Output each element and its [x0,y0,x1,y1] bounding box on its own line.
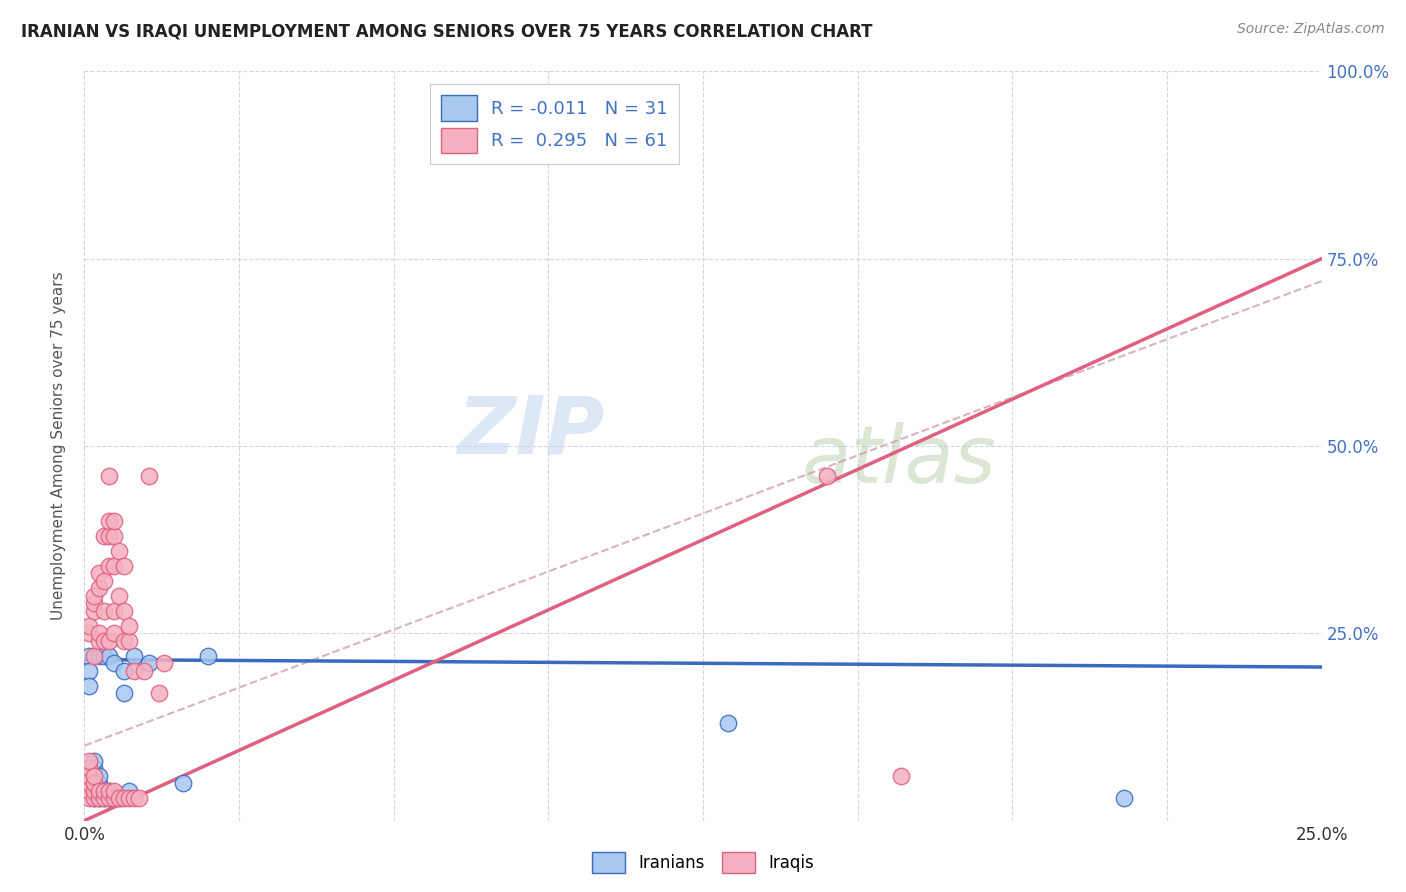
Point [89,566,111,581]
Point [98,648,121,663]
Point [93,604,115,618]
Point [197,648,219,663]
Point [98,529,121,543]
Point [89,769,111,783]
Point [93,648,115,663]
Point [103,626,125,640]
Y-axis label: Unemployment Among Seniors over 75 years: Unemployment Among Seniors over 75 years [51,272,66,620]
Point [122,648,145,663]
Point [112,664,135,678]
Legend: R = -0.011   N = 31, R =  0.295   N = 61: R = -0.011 N = 31, R = 0.295 N = 61 [430,84,679,164]
Point [103,657,125,671]
Legend: Iranians, Iraqis: Iranians, Iraqis [585,846,821,880]
Point [79,783,101,797]
Point [93,783,115,797]
Point [118,633,141,648]
Point [108,544,131,558]
Point [83,783,105,797]
Point [79,626,101,640]
Text: ZIP: ZIP [457,392,605,470]
Point [93,791,115,805]
Point [108,589,131,603]
Point [108,791,131,805]
Text: Source: ZipAtlas.com: Source: ZipAtlas.com [1237,22,1385,37]
Point [89,783,111,797]
Point [89,791,111,805]
Point [98,633,121,648]
Point [79,761,101,775]
Point [83,648,105,663]
Point [83,596,105,610]
Point [172,776,194,790]
Point [112,791,135,805]
Text: atlas: atlas [801,422,997,500]
Point [89,791,111,805]
Point [79,648,101,663]
Point [89,783,111,797]
Point [89,582,111,596]
Point [112,604,135,618]
Point [79,791,101,805]
Point [83,754,105,768]
Point [98,783,121,797]
Point [89,626,111,640]
Point [89,776,111,790]
Point [815,469,838,483]
Point [89,633,111,648]
Point [112,686,135,700]
Point [83,589,105,603]
Point [108,791,131,805]
Point [103,791,125,805]
Point [103,783,125,797]
Point [83,776,105,790]
Point [98,791,121,805]
Point [103,514,125,528]
Point [83,769,105,783]
Point [79,769,101,783]
Point [103,604,125,618]
Point [122,664,145,678]
Point [83,776,105,790]
Point [122,791,145,805]
Point [138,469,160,483]
Point [118,619,141,633]
Point [79,679,101,693]
Point [112,633,135,648]
Point [98,791,121,805]
Point [152,657,174,671]
Point [118,783,141,797]
Point [83,604,105,618]
Point [79,664,101,678]
Point [79,754,101,768]
Point [83,761,105,775]
Point [717,716,740,731]
Point [148,686,170,700]
Point [103,529,125,543]
Point [890,769,912,783]
Point [83,791,105,805]
Point [98,558,121,573]
Point [118,791,141,805]
Point [103,558,125,573]
Point [83,783,105,797]
Point [138,657,160,671]
Point [93,574,115,588]
Point [93,783,115,797]
Point [112,558,135,573]
Point [132,664,155,678]
Point [79,776,101,790]
Point [93,633,115,648]
Point [83,791,105,805]
Point [98,469,121,483]
Point [79,619,101,633]
Point [98,783,121,797]
Point [89,648,111,663]
Point [93,791,115,805]
Text: IRANIAN VS IRAQI UNEMPLOYMENT AMONG SENIORS OVER 75 YEARS CORRELATION CHART: IRANIAN VS IRAQI UNEMPLOYMENT AMONG SENI… [21,22,873,40]
Point [93,529,115,543]
Point [1112,791,1135,805]
Point [83,769,105,783]
Point [128,791,150,805]
Point [98,514,121,528]
